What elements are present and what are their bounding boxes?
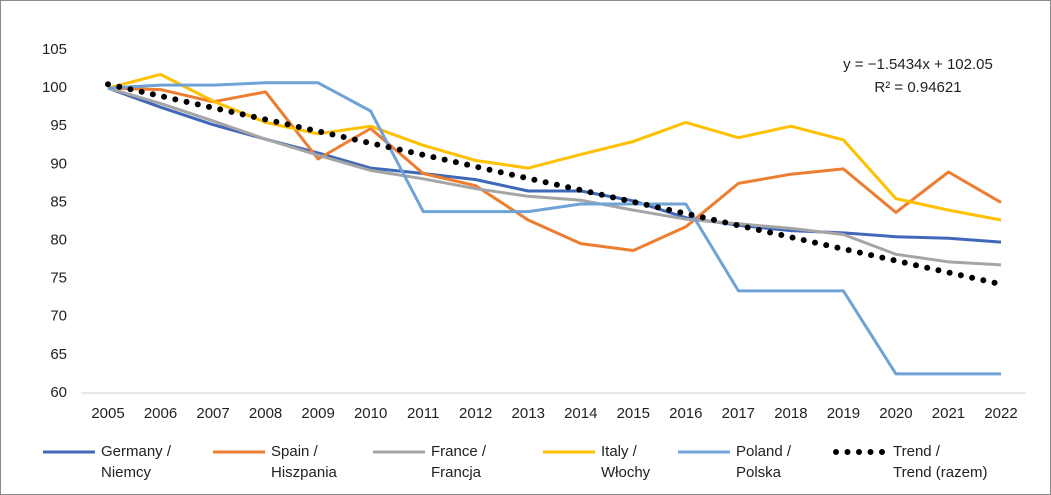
y-tick-label: 75 [50, 270, 67, 287]
legend-label: Poland / Polska [736, 443, 792, 481]
series-line [107, 72, 1002, 222]
chart: y = −1.5434x + 102.05 R² = 0.94621 60 65 7… [42, 41, 1026, 422]
trend-line [105, 81, 1004, 288]
y-tick-label: 80 [50, 232, 67, 249]
x-tick-label: 2014 [564, 405, 597, 422]
legend-label: Germany / Niemcy [101, 443, 172, 481]
trend-r-squared: R² = 0.94621 [874, 79, 961, 96]
y-tick-label: 100 [42, 79, 67, 96]
legend: Germany / Niemcy Spain / Hiszpania France … [1, 441, 1050, 493]
x-tick-label: 2019 [827, 405, 860, 422]
x-tick-label: 2022 [984, 405, 1017, 422]
x-tick-label: 2005 [91, 405, 124, 422]
legend-swatch [543, 450, 595, 454]
legend-swatch [373, 450, 425, 454]
y-tick-label: 95 [50, 117, 67, 134]
y-tick-label: 85 [50, 193, 67, 210]
series-line [107, 86, 1002, 252]
x-tick-label: 2006 [144, 405, 177, 422]
x-tick-label: 2008 [249, 405, 282, 422]
y-tick-label: 70 [50, 308, 67, 325]
legend-item: Trend / Trend (razem) [831, 441, 987, 483]
legend-label: Trend / Trend (razem) [893, 443, 988, 481]
legend-label: Spain / Hiszpania [271, 443, 337, 481]
x-tick-label: 2009 [301, 405, 334, 422]
legend-item: Spain / Hiszpania [209, 441, 337, 483]
trend-equation: y = −1.5434x + 102.05 [843, 56, 993, 73]
legend-swatch [43, 450, 95, 454]
x-tick-label: 2007 [196, 405, 229, 422]
y-tick-label: 90 [50, 155, 67, 172]
legend-swatch [678, 450, 730, 454]
legend-item: Italy / Włochy [539, 441, 650, 483]
x-tick-label: 2021 [932, 405, 965, 422]
legend-item: Poland / Polska [674, 441, 791, 483]
x-tick-label: 2017 [722, 405, 755, 422]
y-tick-label: 65 [50, 346, 67, 363]
legend-label: Italy / Włochy [601, 443, 651, 481]
x-tick-label: 2020 [879, 405, 912, 422]
x-tick-label: 2012 [459, 405, 492, 422]
series-line [107, 81, 1001, 376]
legend-swatch [213, 450, 265, 454]
series-line [107, 86, 1002, 267]
legend-swatch [833, 449, 889, 455]
x-tick-label: 2018 [774, 405, 807, 422]
legend-item: Germany / Niemcy [39, 441, 171, 483]
legend-item: France / Francja [369, 441, 486, 483]
x-tick-label: 2015 [617, 405, 650, 422]
x-tick-label: 2016 [669, 405, 702, 422]
legend-label: France / Francja [431, 443, 487, 481]
x-tick-label: 2013 [512, 405, 545, 422]
y-tick-label: 105 [42, 41, 67, 58]
x-tick-label: 2011 [407, 405, 439, 422]
y-tick-label: 60 [50, 384, 67, 401]
x-tick-label: 2010 [354, 405, 387, 422]
